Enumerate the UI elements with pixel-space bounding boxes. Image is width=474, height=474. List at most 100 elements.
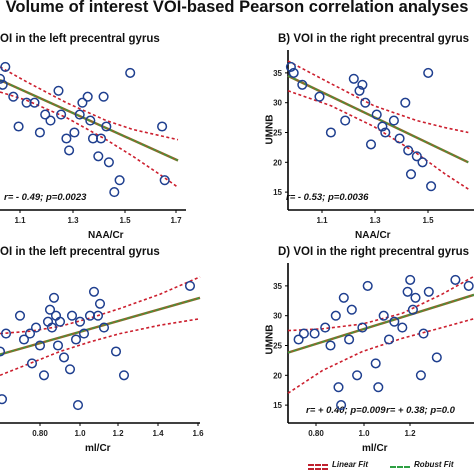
panel-a-data-point [77, 97, 88, 108]
panel-b-data-point [423, 67, 434, 78]
panel-d-x-tick-label: 1.2 [404, 429, 416, 438]
panel-a-data-point [74, 109, 85, 120]
panel-b-data-point [380, 127, 391, 138]
panel-c-data-point [92, 310, 104, 321]
panel-a-title: OI in the left precentral gyrus [0, 33, 160, 45]
panel-d-data-point [338, 292, 349, 303]
panel-d-x-tick-label: 1.0 [358, 429, 370, 438]
legend-linear-swatch-lower [308, 468, 328, 470]
panel-d-data-point [389, 316, 400, 327]
panel-b-data-point [371, 109, 382, 120]
panel-a-data-point [101, 121, 112, 132]
panel-b-y-tick-label: 25 [273, 129, 282, 138]
panel-d-data-point [397, 322, 408, 333]
panel-c-data-point [98, 322, 110, 333]
panel-a-data-point [98, 91, 109, 102]
panel-a-data-point [125, 67, 136, 78]
panel-d-data-point [463, 280, 474, 291]
panel-a-data-point [157, 121, 168, 132]
panel-c-data-point [18, 334, 30, 345]
panel-d-data-point [373, 382, 384, 393]
panel-c-data-point [14, 310, 26, 321]
panel-b-ci-upper [287, 60, 469, 134]
panel-d-data-point [320, 322, 331, 333]
panel-a-data-point [114, 175, 125, 186]
panel-c-x-tick-label: 1.0 [74, 429, 86, 438]
panel-a-data-point [103, 157, 114, 168]
panel-c-data-point [46, 322, 58, 333]
panel-c-data-point [0, 346, 6, 357]
panel-b-x-tick-label: 1.1 [316, 216, 328, 225]
panel-c-data-point [78, 328, 90, 339]
panel-b-y-tick-label: 35 [273, 69, 282, 78]
panel-a-data-point [56, 109, 67, 120]
panel-d-data-point [383, 334, 395, 345]
panel-a-data-point [0, 79, 8, 90]
panel-a-data-point [93, 151, 104, 162]
panel-d-y-tick-label: 25 [273, 342, 282, 351]
panel-b-data-point [394, 133, 405, 144]
panel-d-data-point [336, 400, 347, 411]
panel-a-x-tick-label: 1.1 [14, 216, 26, 225]
panel-c-data-point [184, 280, 196, 291]
panel-c-data-point [38, 370, 50, 381]
panel-b-data-point [400, 97, 411, 108]
panel-d-data-point [418, 328, 429, 339]
panel-b-data-point [288, 67, 299, 78]
panel-b-title: B) VOI in the right precentral gyrus [278, 33, 470, 45]
main-title: Volume of interest VOI-based Pearson cor… [5, 0, 469, 16]
panel-b-data-point [377, 121, 388, 132]
panel-c-data-point [66, 310, 78, 321]
panel-c-data-point [26, 358, 38, 369]
panel-d-xlabel: ml/Cr [362, 443, 388, 454]
panel-d-data-point [450, 274, 461, 285]
panel-a-data-point [40, 109, 51, 120]
panel-b-data-point [417, 157, 428, 168]
panel-c-data-point [30, 322, 42, 333]
panel-d-data-point [330, 310, 341, 321]
panel-b-xlabel: NAA/Cr [355, 230, 391, 241]
panel-a-data-point [159, 175, 170, 186]
panel-d-data-point [352, 370, 363, 381]
panel-d-data-point [378, 310, 389, 321]
panel-b-data-point [340, 115, 351, 126]
panel-c-data-point [70, 334, 82, 345]
panel-d-y-tick-label: 15 [273, 401, 282, 410]
panel-d-data-point [362, 280, 373, 291]
panel-c-data-point [0, 394, 8, 405]
panel-a-data-point [53, 85, 64, 96]
panel-b-data-point [388, 115, 399, 126]
panel-c-data-point [110, 346, 122, 357]
panel-d-ci-lower [287, 317, 474, 394]
panel-a-robust-fit [0, 79, 179, 162]
panel-d-data-point [415, 370, 426, 381]
panel-c-data-point [58, 352, 70, 363]
legend-robust-swatch [390, 466, 410, 468]
panel-b-y-tick-label: 30 [273, 99, 282, 108]
panel-a-data-point [13, 121, 24, 132]
legend-linear-swatch [308, 464, 328, 466]
panel-c-data-point [118, 370, 130, 381]
panel-d-data-point [407, 304, 418, 315]
panel-a-data-point [109, 187, 120, 198]
panel-a-data-point [8, 91, 19, 102]
panel-c-data-point [0, 328, 12, 339]
panel-d-data-point [309, 328, 320, 339]
panel-a-data-point [64, 145, 75, 156]
panel-b-ci-lower [287, 90, 469, 190]
panel-d-data-point [405, 274, 416, 285]
panel-c-data-point [64, 364, 76, 375]
panel-b-data-point [297, 79, 308, 90]
panel-d-data-point [346, 304, 357, 315]
panel-a-data-point [61, 133, 72, 144]
panel-b-data-point [365, 139, 377, 150]
panel-c-data-point [88, 286, 100, 297]
panel-a-x-tick-label: 1.5 [119, 216, 131, 225]
panel-a-x-tick-label: 1.3 [67, 216, 79, 225]
panel-b-y-tick-label: 15 [273, 188, 282, 197]
panel-c-x-tick-label: 1.2 [112, 429, 124, 438]
panel-d-data-point [325, 340, 336, 351]
panel-c-data-point [72, 400, 84, 411]
panel-b-x-tick-label: 1.5 [422, 216, 434, 225]
legend-robust-label: Robust Fit [414, 460, 454, 469]
